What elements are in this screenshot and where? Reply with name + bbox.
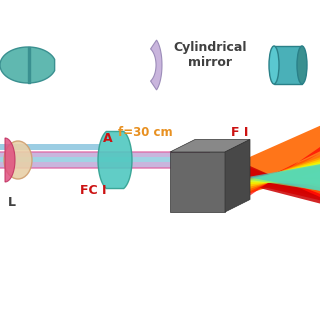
Polygon shape xyxy=(250,159,320,187)
Polygon shape xyxy=(0,152,210,168)
Polygon shape xyxy=(250,164,320,191)
Polygon shape xyxy=(250,176,320,184)
Ellipse shape xyxy=(297,46,307,84)
Polygon shape xyxy=(250,153,320,193)
Polygon shape xyxy=(250,171,320,194)
Ellipse shape xyxy=(4,141,32,179)
Text: A: A xyxy=(103,132,113,145)
Polygon shape xyxy=(250,155,320,191)
Polygon shape xyxy=(250,165,320,191)
Polygon shape xyxy=(5,138,15,182)
Polygon shape xyxy=(250,163,320,185)
Polygon shape xyxy=(0,167,210,169)
Polygon shape xyxy=(0,151,210,153)
Polygon shape xyxy=(170,152,225,212)
Bar xyxy=(274,46,302,84)
Ellipse shape xyxy=(269,46,279,84)
Polygon shape xyxy=(250,147,320,196)
Text: FC I: FC I xyxy=(80,183,107,196)
Polygon shape xyxy=(250,166,320,204)
Polygon shape xyxy=(0,47,55,83)
Polygon shape xyxy=(250,168,320,200)
Polygon shape xyxy=(150,40,162,90)
Text: f=30 cm: f=30 cm xyxy=(118,125,172,139)
Text: L: L xyxy=(8,196,16,209)
Polygon shape xyxy=(250,157,320,189)
Polygon shape xyxy=(98,132,132,188)
Text: F I: F I xyxy=(231,125,249,139)
Polygon shape xyxy=(248,126,320,194)
Polygon shape xyxy=(250,161,320,184)
Polygon shape xyxy=(170,140,250,152)
Polygon shape xyxy=(250,169,320,197)
Polygon shape xyxy=(250,172,320,190)
Bar xyxy=(0,144,100,150)
Polygon shape xyxy=(225,140,250,212)
Polygon shape xyxy=(250,174,320,187)
Text: Cylindrical
mirror: Cylindrical mirror xyxy=(173,41,247,69)
Polygon shape xyxy=(0,157,210,162)
